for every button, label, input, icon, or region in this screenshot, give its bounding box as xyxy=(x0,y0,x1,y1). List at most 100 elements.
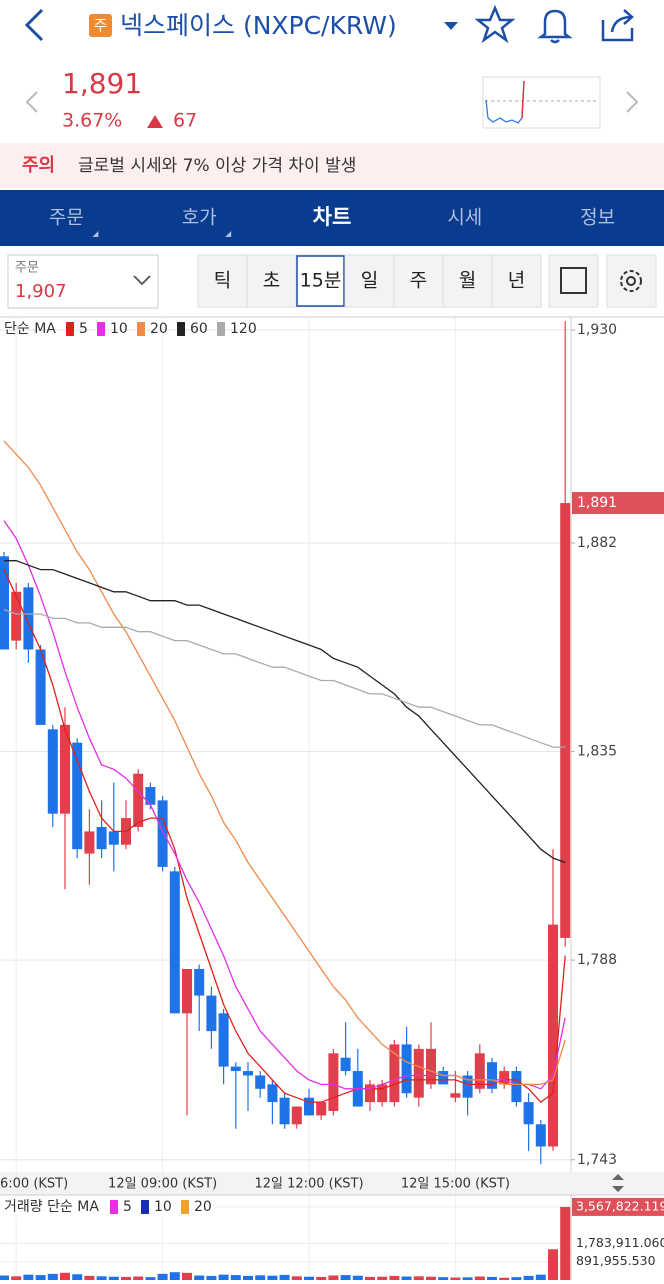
mini-line-up xyxy=(521,80,525,119)
volume-bar xyxy=(523,1275,534,1280)
legend-label: 60 xyxy=(190,321,208,337)
volume-bar xyxy=(365,1276,375,1280)
legend-swatch xyxy=(110,1200,118,1214)
candle-body xyxy=(291,1106,302,1125)
volume-bar xyxy=(450,1277,461,1280)
candle-body xyxy=(426,1048,436,1085)
volume-legend-bg xyxy=(0,1197,215,1217)
volume-bar xyxy=(511,1277,522,1280)
legend-swatch xyxy=(141,1200,149,1214)
volume-bar xyxy=(474,1276,485,1280)
tab-corner xyxy=(225,231,232,237)
candle-body xyxy=(438,1071,449,1085)
candle-body xyxy=(462,1075,473,1098)
legend-swatch xyxy=(66,322,74,336)
candle-body xyxy=(413,1048,424,1098)
candle-body xyxy=(267,1084,278,1103)
prev-button[interactable] xyxy=(25,91,38,113)
interval-button[interactable] xyxy=(442,254,493,308)
bell-icon[interactable] xyxy=(537,9,573,44)
interval-button[interactable] xyxy=(491,254,542,308)
candle-body xyxy=(133,773,144,827)
next-button[interactable] xyxy=(626,91,639,113)
candle-body xyxy=(560,503,571,938)
candle-body xyxy=(340,1057,351,1072)
volume-bar xyxy=(35,1275,46,1280)
settings-button[interactable] xyxy=(606,254,657,308)
interval-label: 초 xyxy=(263,270,280,292)
y-tick-label: 1,835 xyxy=(577,744,617,760)
x-tick-label: 12일 12:00 (KST) xyxy=(254,1177,363,1192)
candle-body xyxy=(487,1062,497,1089)
volume-bar xyxy=(291,1276,302,1280)
tab[interactable]: 차트 xyxy=(313,205,352,229)
interval-button[interactable] xyxy=(393,254,444,308)
notice-bg xyxy=(0,143,664,188)
candle-body xyxy=(523,1102,534,1125)
order-chevron[interactable] xyxy=(133,275,151,286)
tab[interactable]: 시세 xyxy=(447,207,482,229)
notice-label: 주의 xyxy=(22,155,55,176)
volume-tick-label: 1,783,911.060 xyxy=(576,1235,664,1250)
legend-swatch xyxy=(137,322,145,336)
candle-body xyxy=(218,1013,229,1067)
draw-button[interactable] xyxy=(548,254,599,308)
volume-bar xyxy=(194,1275,205,1280)
candle-body xyxy=(230,1066,241,1072)
volume-bar xyxy=(535,1274,546,1280)
candle-body xyxy=(60,724,70,814)
moving-average xyxy=(3,608,566,748)
volume-bar xyxy=(462,1277,473,1280)
volume-bar xyxy=(438,1277,449,1280)
order-box[interactable] xyxy=(7,254,159,309)
share-icon[interactable] xyxy=(601,9,634,42)
legend-title: 단순 MA xyxy=(4,321,56,337)
square-icon xyxy=(560,267,587,294)
candle-body xyxy=(169,871,180,1014)
volume-bar xyxy=(108,1276,119,1280)
candle-body xyxy=(365,1084,375,1103)
y-tick-label: 1,930 xyxy=(577,322,617,338)
interval-label: 틱 xyxy=(214,270,231,292)
moving-average xyxy=(3,569,566,1103)
interval-label: 월 xyxy=(459,270,476,292)
title[interactable]: 넥스페이스 (NXPC/KRW) xyxy=(120,11,397,40)
tab-bar xyxy=(0,190,664,246)
mini-chart xyxy=(482,76,601,129)
time-axis-bg xyxy=(0,1172,664,1195)
resize-handle[interactable] xyxy=(612,1174,624,1192)
dropdown-icon[interactable] xyxy=(444,22,458,30)
tab[interactable]: 주문 xyxy=(49,207,84,229)
moving-average xyxy=(4,560,566,864)
candle-body xyxy=(304,1097,314,1116)
volume-bar xyxy=(426,1276,436,1280)
candle-body xyxy=(450,1093,461,1098)
candle-body xyxy=(96,826,107,850)
tab[interactable]: 호가 xyxy=(182,207,217,229)
volume-bar xyxy=(499,1277,510,1280)
interval-button[interactable] xyxy=(246,254,297,308)
candle-body xyxy=(243,1071,253,1076)
volume-bar xyxy=(157,1273,168,1280)
candle-body xyxy=(194,968,205,996)
candle-body xyxy=(182,968,192,1014)
interval-button[interactable] xyxy=(344,254,395,308)
volume-bar xyxy=(11,1276,22,1280)
candle-body xyxy=(47,729,58,814)
star-icon[interactable] xyxy=(474,4,516,44)
candle-body xyxy=(401,1044,412,1094)
order-label: 주문 xyxy=(15,261,39,276)
back-button[interactable] xyxy=(24,8,44,42)
tab-corner xyxy=(92,231,99,237)
volume-bar xyxy=(230,1275,241,1280)
candle-body xyxy=(511,1071,522,1103)
tab[interactable]: 정보 xyxy=(580,207,615,229)
volume-bar xyxy=(0,1275,9,1280)
x-tick-label: 12일 15:00 (KST) xyxy=(401,1177,510,1192)
mini-line xyxy=(485,80,525,124)
notice-message: 글로벌 시세와 7% 이상 가격 차이 발생 xyxy=(78,156,356,176)
order-price: 1,907 xyxy=(15,281,67,302)
volume-bar xyxy=(401,1276,412,1280)
